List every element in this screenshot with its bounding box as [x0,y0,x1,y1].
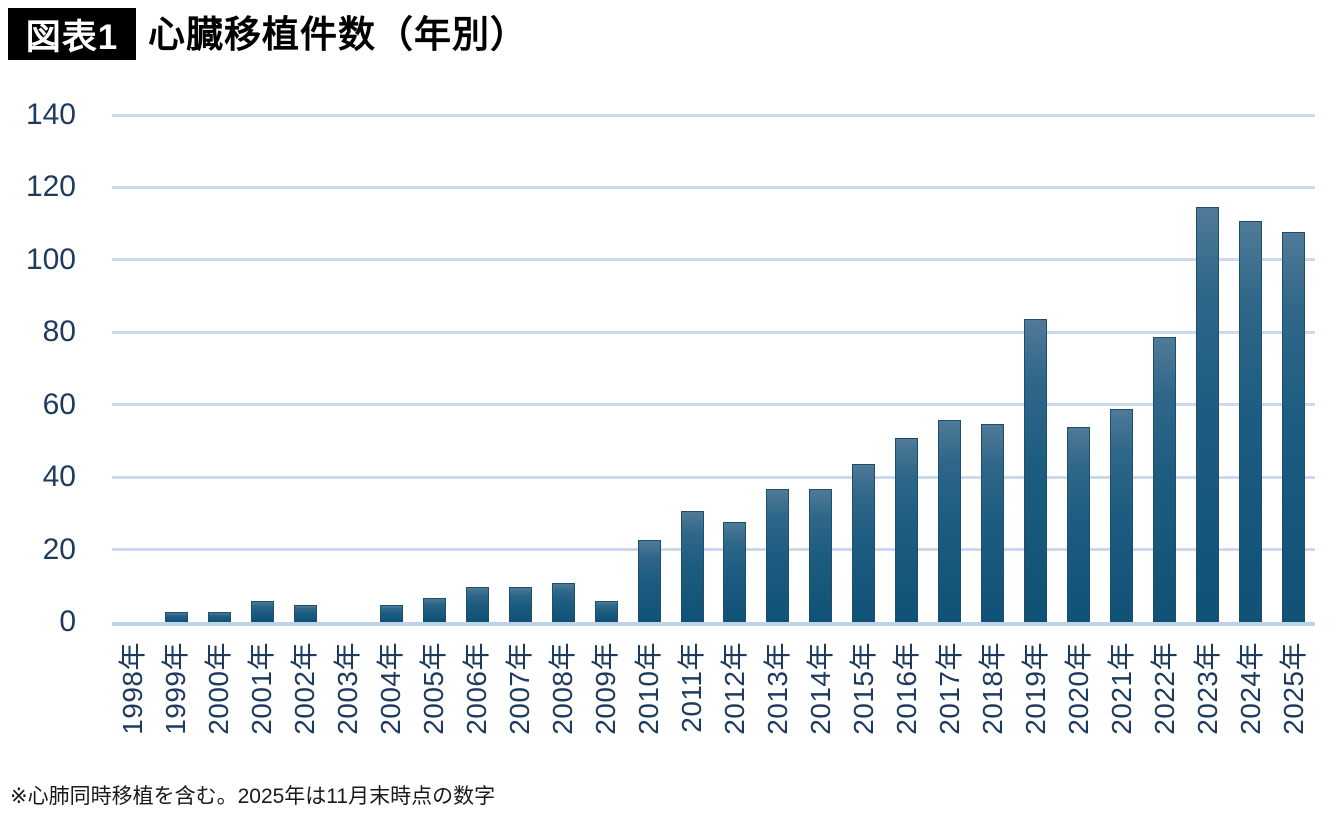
x-axis-tick-label-2021: 2021年 [1105,642,1137,735]
x-axis-tick-label-2011: 2011年 [676,642,708,733]
footnote: ※心肺同時移植を含む。2025年は11月末時点の数字 [10,785,496,808]
x-axis-tick-label-2010: 2010年 [633,642,665,735]
gridline-80 [112,330,1315,334]
bar-2013 [766,489,790,623]
x-axis-tick-label-2018: 2018年 [976,642,1008,735]
x-axis-tick-label-2015: 2015年 [847,642,879,735]
x-axis-baseline [112,622,1315,626]
x-axis-tick-label-2019: 2019年 [1019,642,1051,735]
x-axis-tick-label-2025: 2025年 [1277,642,1309,735]
x-axis-tick-label-2020: 2020年 [1062,642,1094,735]
bar-2023 [1196,206,1220,623]
bar-2006 [465,586,489,623]
x-axis-tick-label-2013: 2013年 [761,642,793,735]
bar-2004 [379,604,403,623]
x-axis-tick-label-2006: 2006年 [461,642,493,735]
bar-2002 [293,604,317,623]
x-axis-tick-label-2012: 2012年 [718,642,750,735]
bar-2009 [594,601,618,623]
bar-2001 [250,601,274,623]
bar-2011 [680,510,704,623]
y-axis-tick-label-100: 100 [25,242,76,276]
x-axis-tick-label-2002: 2002年 [289,642,321,735]
bar-2022 [1153,336,1177,623]
bar-2007 [508,586,532,623]
y-axis-tick-label-20: 20 [42,532,76,566]
gridline-100 [112,258,1315,262]
x-axis-tick-label-1999: 1999年 [160,642,192,735]
y-axis-tick-label-120: 120 [25,170,76,204]
x-axis-tick-label-1998: 1998年 [117,642,149,735]
x-axis-tick-label-2017: 2017年 [933,642,965,735]
bar-2019 [1024,318,1048,623]
bar-2016 [895,438,919,623]
y-axis-tick-label-60: 60 [42,387,76,421]
bar-2018 [981,423,1005,623]
bar-2005 [422,597,446,623]
x-axis-tick-label-2007: 2007年 [504,642,536,735]
x-axis-tick-label-2016: 2016年 [890,642,922,735]
bar-2017 [938,420,962,623]
gridline-20 [112,548,1315,552]
page-title: 心臓移植件数（年別） [148,14,528,55]
bar-2020 [1067,427,1091,623]
x-axis-tick-label-2000: 2000年 [203,642,235,735]
y-axis-tick-label-0: 0 [59,605,76,638]
bar-2012 [723,521,747,623]
gridline-140 [112,113,1315,117]
y-axis-tick-label-80: 80 [42,315,76,349]
x-axis-tick-label-2004: 2004年 [375,642,407,735]
bar-2024 [1239,221,1263,623]
bar-2014 [809,489,833,623]
x-axis-tick-label-2005: 2005年 [418,642,450,735]
bar-2021 [1110,409,1134,623]
bar-2010 [637,539,661,623]
gridline-60 [112,403,1315,407]
x-axis-tick-label-2023: 2023年 [1191,642,1223,735]
y-axis-tick-label-140: 140 [25,98,76,131]
bar-2015 [852,463,876,623]
x-axis-tick-label-2022: 2022年 [1148,642,1180,735]
x-axis-tick-label-2024: 2024年 [1234,642,1266,735]
gridline-120 [112,185,1315,189]
x-axis-tick-label-2008: 2008年 [547,642,579,735]
bar-2008 [551,583,575,623]
x-axis-tick-label-2001: 2001年 [246,642,278,735]
y-axis-tick-label-40: 40 [42,460,76,494]
figure-badge: 図表1 [8,8,136,60]
x-axis-tick-label-2014: 2014年 [804,642,836,735]
bar-2025 [1282,231,1306,623]
x-axis-tick-label-2003: 2003年 [332,642,364,735]
x-axis-tick-label-2009: 2009年 [590,642,622,735]
gridline-40 [112,475,1315,479]
